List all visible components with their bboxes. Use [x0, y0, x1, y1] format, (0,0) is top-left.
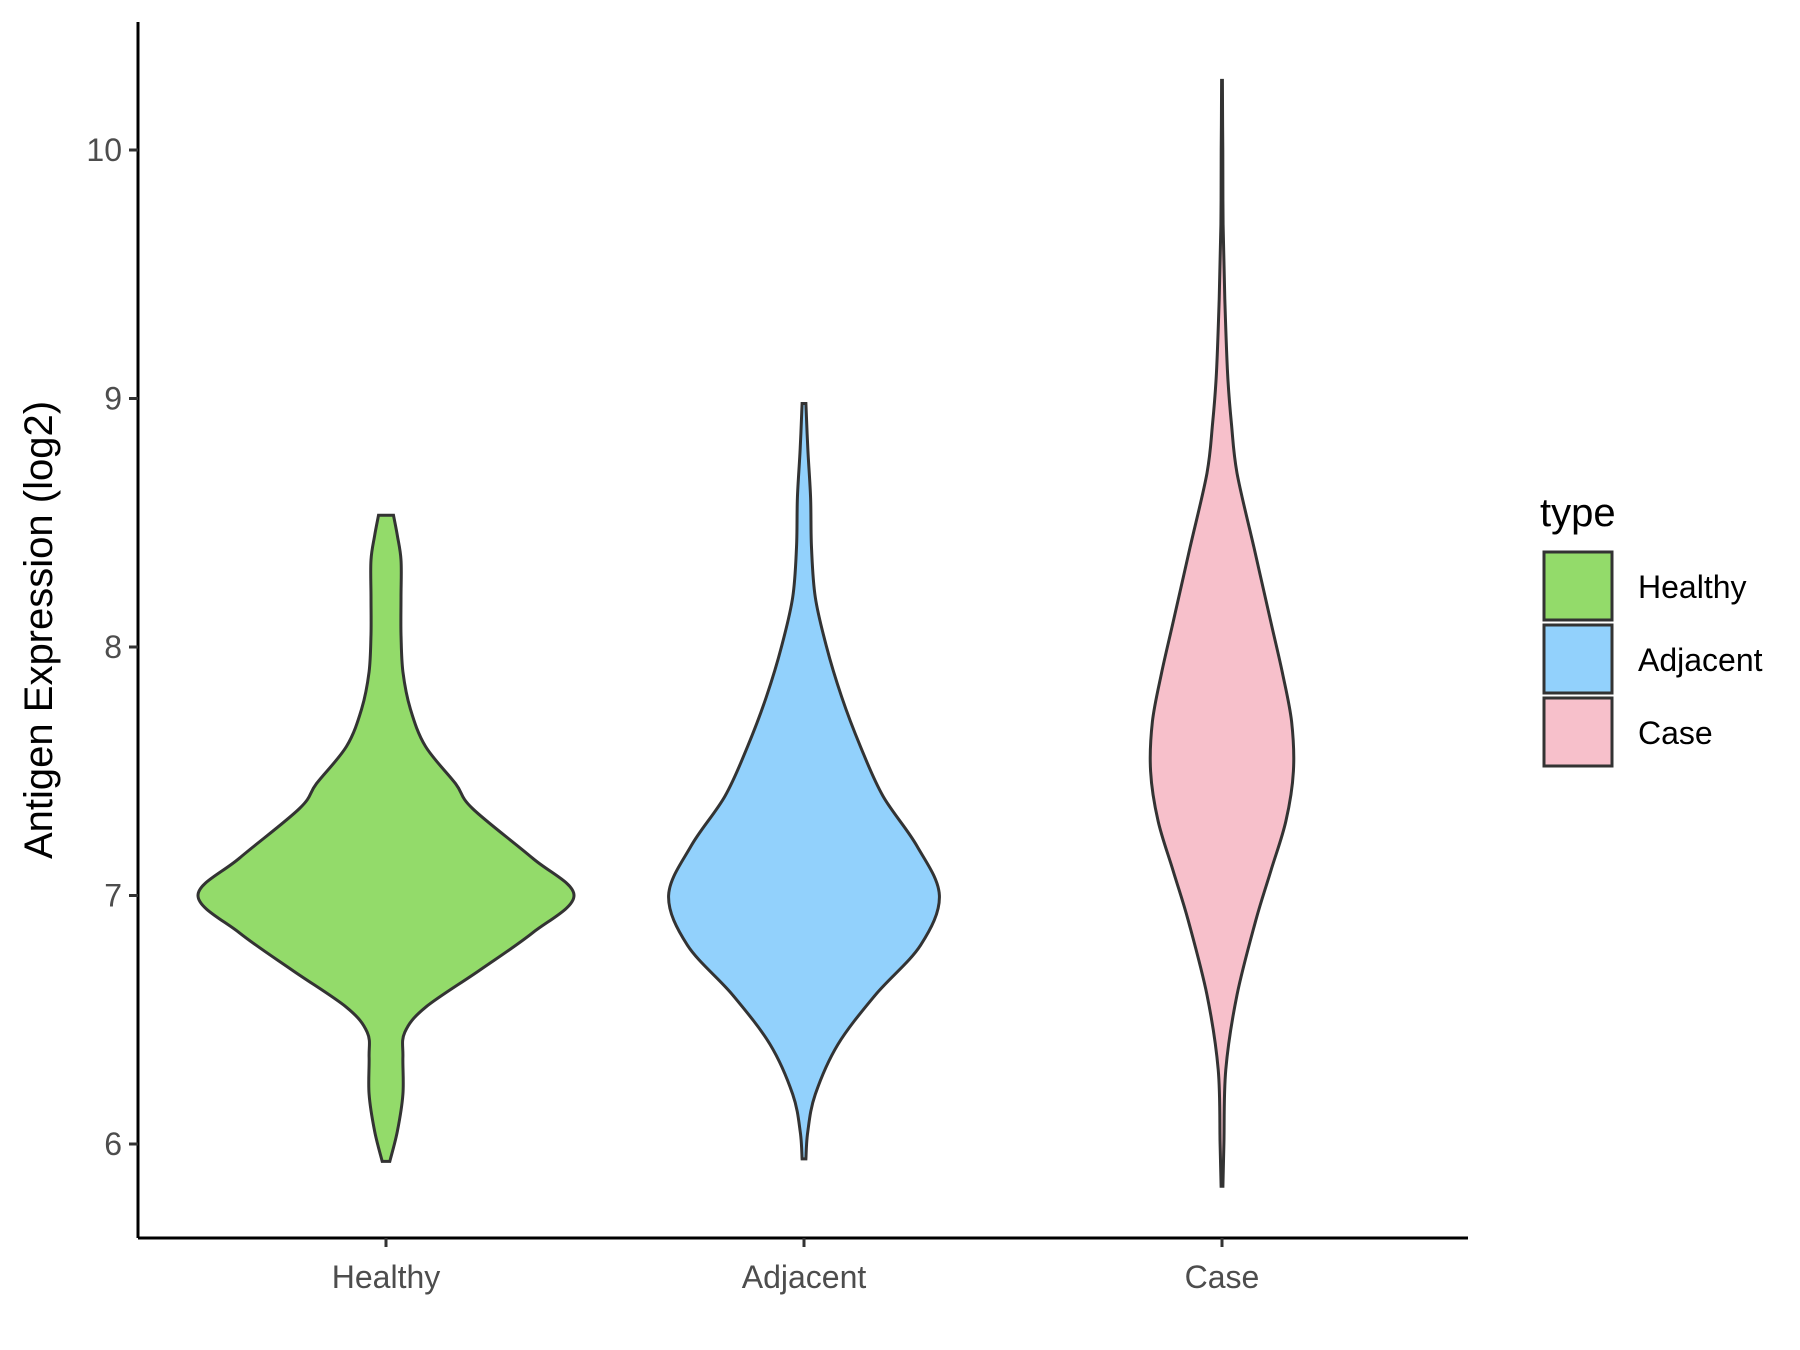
legend-key-healthy [1542, 550, 1614, 622]
legend-label-healthy: Healthy [1638, 569, 1747, 605]
y-tick-label: 8 [104, 629, 122, 665]
legend-key-case [1542, 696, 1614, 768]
legend: type Healthy Adjacent Case [1540, 491, 1763, 768]
legend-title: type [1540, 491, 1616, 535]
violins-layer [196, 78, 1296, 1188]
violin-case [1148, 78, 1296, 1188]
y-tick-label: 9 [104, 381, 122, 417]
x-tick-label: Case [1185, 1259, 1260, 1295]
x-tick-label: Healthy [332, 1259, 441, 1295]
legend-items: Healthy Adjacent Case [1542, 550, 1763, 768]
y-tick-label: 6 [104, 1126, 122, 1162]
violin-adjacent [667, 402, 941, 1161]
legend-label-adjacent: Adjacent [1638, 642, 1763, 678]
legend-label-case: Case [1638, 715, 1713, 751]
x-tick-label: Adjacent [742, 1259, 867, 1295]
y-ticks: 6 7 8 9 10 [86, 132, 138, 1162]
y-tick-label: 7 [104, 878, 122, 914]
violin-healthy [196, 513, 576, 1163]
y-axis-title: Antigen Expression (log2) [17, 401, 61, 859]
y-tick-label: 10 [86, 132, 122, 168]
legend-key-adjacent [1542, 623, 1614, 695]
x-ticks: Healthy Adjacent Case [332, 1238, 1260, 1295]
